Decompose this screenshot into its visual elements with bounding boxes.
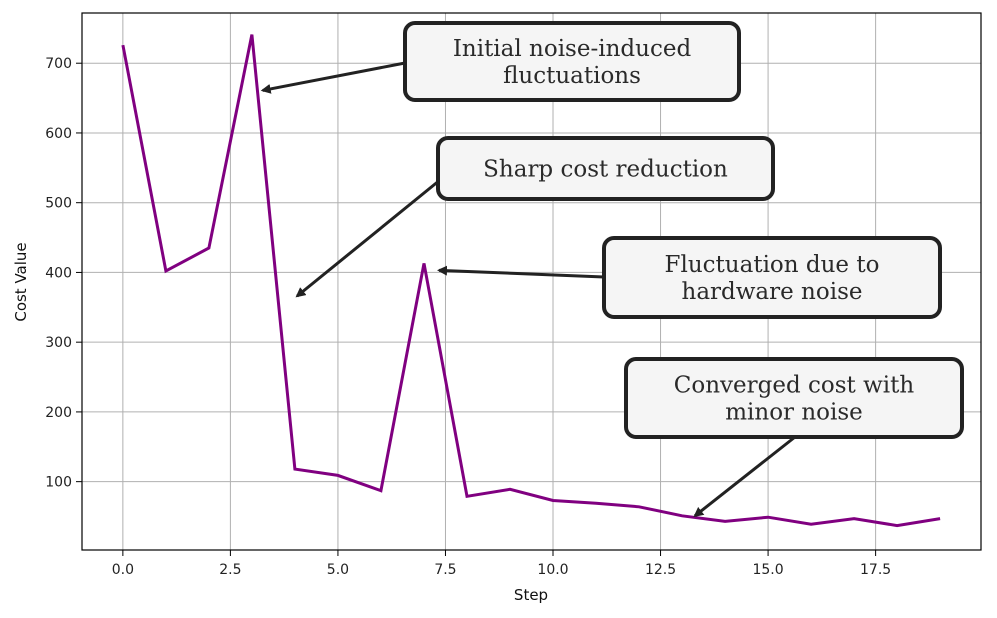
annotation-text: hardware noise xyxy=(682,279,863,305)
series-line xyxy=(121,34,941,528)
x-tick-label: 12.5 xyxy=(645,562,676,578)
annotation-arrow xyxy=(260,61,406,94)
annotation-text: fluctuations xyxy=(503,63,641,89)
annotation-box-frame xyxy=(403,21,741,102)
y-tick-label: 500 xyxy=(45,196,72,212)
plot-frame xyxy=(81,12,982,551)
annotation-box-frame xyxy=(624,357,964,439)
series-cost xyxy=(121,34,941,528)
y-tick-label: 300 xyxy=(45,335,72,351)
x-tick-label: 10.0 xyxy=(537,562,568,578)
x-axis-title: Step xyxy=(514,586,548,604)
y-tick-label: 200 xyxy=(45,405,72,421)
annotation-arrow xyxy=(693,435,796,518)
y-tick-label: 700 xyxy=(45,56,72,72)
annotation-box-frame xyxy=(436,136,775,201)
annotation-box-frame xyxy=(602,236,942,319)
annotation-text: Converged cost with xyxy=(674,373,915,399)
y-axis-title: Cost Value xyxy=(12,242,30,321)
annotation-arrow xyxy=(437,265,605,279)
axis-ticks: 0.0 2.5 5.0 7.5 10.0 12.5 15.0 17.5 100 200 300 400… xyxy=(45,56,891,578)
y-tick-label: 100 xyxy=(45,475,72,491)
x-tick-label: 15.0 xyxy=(752,562,783,578)
x-tick-label: 17.5 xyxy=(860,562,891,578)
x-tick-label: 0.0 xyxy=(112,562,134,578)
x-tick-label: 7.5 xyxy=(434,562,456,578)
y-tick-label: 400 xyxy=(45,265,72,281)
annotation-text: minor noise xyxy=(725,400,863,426)
annotation-text: Sharp cost reduction xyxy=(483,157,728,183)
annotation-text: Fluctuation due to xyxy=(665,252,880,278)
y-tick-label: 600 xyxy=(45,126,72,142)
annotation-text: Initial noise-induced xyxy=(453,36,692,62)
annotation-box: Sharp cost reduction xyxy=(436,136,775,201)
annotation-arrow xyxy=(295,178,441,298)
annotation-arrows xyxy=(260,61,796,518)
x-tick-label: 5.0 xyxy=(327,562,349,578)
x-tick-label: 2.5 xyxy=(219,562,241,578)
